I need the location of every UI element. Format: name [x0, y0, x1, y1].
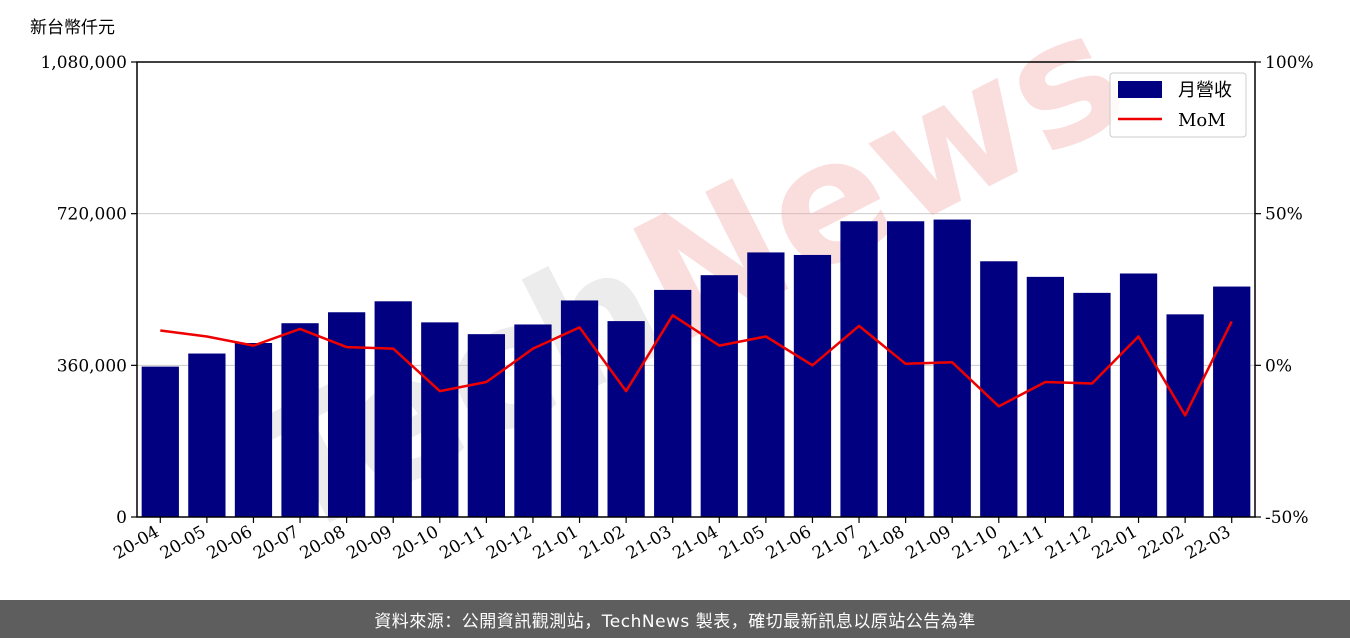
x-tick-label: 20-06	[204, 522, 256, 564]
x-tick-label: 21-08	[856, 522, 908, 564]
chart: 新台幣仟元 TechNews 0360,000720,0001,080,000-…	[30, 0, 1314, 578]
x-tick-label: 21-02	[576, 522, 628, 564]
bar	[933, 219, 971, 517]
bar	[514, 324, 552, 517]
bar	[188, 353, 226, 517]
bar	[793, 254, 832, 517]
bar	[700, 275, 738, 517]
x-tick-label: 21-07	[809, 522, 861, 564]
y-right-tick-label: 50%	[1265, 205, 1303, 225]
y-left-tick-label: 1,080,000	[40, 53, 127, 73]
x-tick-label: 21-03	[623, 522, 675, 564]
mom-line	[160, 314, 1233, 417]
legend-label-revenue: 月營收	[1178, 80, 1232, 101]
bar	[747, 252, 785, 518]
bar	[840, 221, 878, 517]
x-tick-label: 20-07	[250, 522, 302, 564]
x-tick-label: 20-11	[436, 522, 488, 564]
x-tick-label: 21-04	[669, 522, 721, 564]
legend-label-mom: MoM	[1178, 110, 1226, 131]
bar-series	[141, 219, 1251, 518]
bar	[467, 334, 506, 517]
bar	[1073, 292, 1111, 517]
x-tick-label: 21-05	[716, 522, 768, 564]
footer-text: 資料來源：公開資訊觀測站，TechNews 製表，確切最新訊息以原站公告為準	[374, 611, 976, 632]
y-left-tick-label: 720,000	[57, 205, 127, 225]
y-right-tick-label: 0%	[1265, 356, 1292, 376]
x-tick-label: 21-09	[902, 522, 954, 564]
x-tick-label: 20-04	[110, 522, 162, 564]
bar	[1026, 276, 1065, 517]
x-tick-label: 21-06	[763, 522, 815, 564]
y-axis-unit-label: 新台幣仟元	[30, 18, 115, 38]
x-tick-label: 21-12	[1042, 522, 1094, 564]
y-left-tick-label: 360,000	[57, 356, 127, 376]
x-tick-label: 21-01	[530, 522, 582, 564]
source-footer: 資料來源：公開資訊觀測站，TechNews 製表，確切最新訊息以原站公告為準	[0, 600, 1350, 638]
x-tick-label: 22-02	[1135, 522, 1187, 564]
y-right-tick-label: -50%	[1265, 508, 1309, 528]
grid-lines	[137, 213, 1255, 366]
x-tick-label: 22-01	[1089, 522, 1141, 564]
x-tick-label: 21-11	[995, 522, 1047, 564]
bar	[886, 221, 925, 517]
bar	[560, 300, 599, 517]
legend-bar-swatch	[1118, 81, 1162, 98]
bar	[607, 321, 645, 517]
bar	[141, 366, 179, 517]
line-series	[160, 314, 1233, 417]
bar	[1119, 273, 1158, 517]
x-tick-label: 20-12	[483, 522, 535, 564]
bar	[980, 261, 1018, 517]
bar	[281, 323, 319, 517]
bar	[1213, 286, 1251, 517]
plot-frame	[136, 61, 1256, 518]
y-left-tick-label: 0	[116, 508, 127, 528]
bar	[654, 289, 692, 517]
bar	[374, 301, 412, 517]
x-tick-label: 20-05	[157, 522, 209, 564]
x-tick-label: 21-10	[949, 522, 1001, 564]
bar	[234, 343, 273, 517]
bar	[421, 322, 459, 517]
x-tick-label: 22-03	[1182, 522, 1234, 564]
legend: 月營收 MoM	[1109, 72, 1247, 138]
y-right-tick-label: 100%	[1265, 53, 1314, 73]
